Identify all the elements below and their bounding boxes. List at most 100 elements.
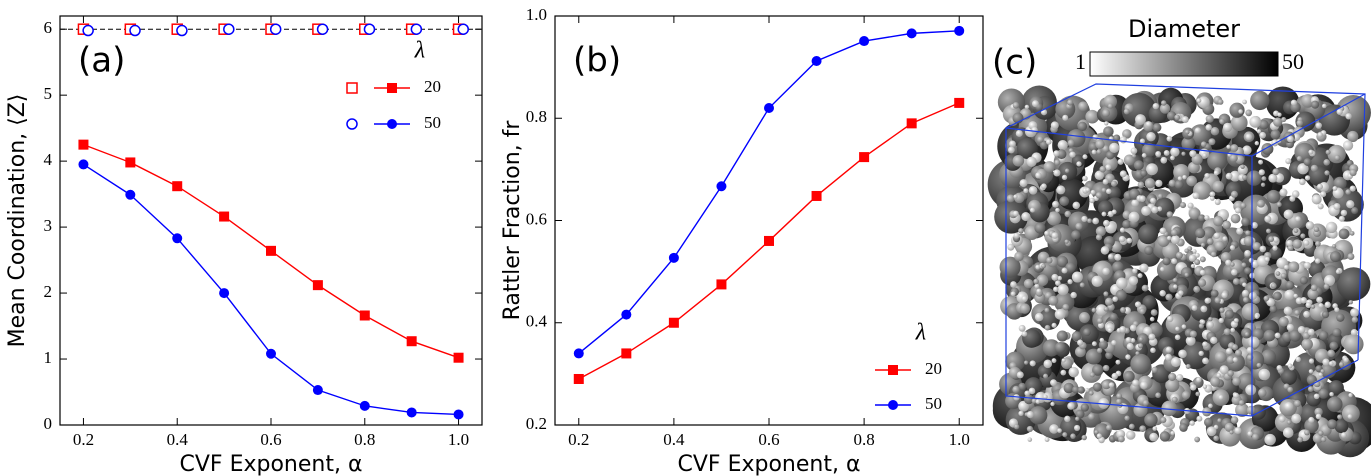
sphere: [1348, 300, 1353, 305]
sphere: [1254, 141, 1259, 146]
sphere: [1214, 351, 1227, 364]
sphere: [1028, 186, 1038, 195]
sphere: [1338, 215, 1345, 222]
sphere: [1026, 410, 1034, 419]
sphere: [1061, 358, 1066, 363]
sphere: [1343, 333, 1364, 355]
sphere: [1192, 249, 1197, 254]
sphere: [1064, 210, 1072, 218]
sphere: [1134, 301, 1142, 308]
sphere: [1303, 239, 1310, 246]
x-tick-label: 0.2: [73, 430, 94, 449]
sphere: [1085, 187, 1090, 193]
sphere: [1171, 258, 1178, 265]
marker: [359, 400, 370, 411]
sphere: [1217, 99, 1224, 105]
sphere: [1142, 295, 1157, 310]
sphere: [1246, 346, 1254, 354]
sphere: [1073, 424, 1081, 431]
sphere: [1035, 264, 1041, 270]
sphere: [1135, 351, 1140, 356]
sphere: [1225, 347, 1233, 355]
sphere: [1024, 104, 1030, 110]
sphere: [1329, 392, 1334, 397]
sphere: [1092, 382, 1102, 392]
x-tick-label: 0.8: [354, 430, 375, 449]
sphere: [1184, 272, 1189, 278]
sphere: [1276, 201, 1282, 208]
sphere: [1163, 149, 1170, 156]
sphere: [1170, 430, 1175, 436]
y-tick-label: 2: [44, 282, 53, 301]
sphere: [1159, 103, 1171, 114]
sphere: [1280, 368, 1297, 386]
sphere: [1144, 178, 1156, 189]
sphere: [1240, 164, 1245, 170]
sphere: [1018, 324, 1026, 332]
sphere: [1178, 290, 1184, 296]
sphere: [1244, 267, 1252, 275]
sphere: [1266, 189, 1281, 204]
sphere: [1205, 114, 1214, 123]
sphere: [1065, 262, 1076, 273]
sphere: [1318, 430, 1324, 436]
sphere: [1343, 357, 1349, 363]
marker: [716, 279, 727, 290]
sphere: [1188, 254, 1196, 262]
marker: [859, 36, 870, 47]
sphere: [1137, 181, 1145, 189]
legend-label: 20: [424, 77, 441, 96]
sphere: [1304, 429, 1310, 436]
sphere: [1123, 370, 1135, 383]
sphere: [1012, 154, 1025, 167]
legend-label: 50: [925, 394, 942, 413]
sphere: [1064, 239, 1069, 244]
sphere: [1129, 324, 1137, 332]
y-axis-label: Mean Coordination, ⟨Z⟩: [5, 94, 30, 348]
sphere: [1293, 228, 1299, 234]
sphere: [1286, 323, 1294, 332]
sphere: [1339, 358, 1352, 371]
sphere: [1054, 341, 1066, 353]
sphere: [1121, 92, 1157, 128]
sphere: [1346, 200, 1355, 209]
sphere: [1064, 168, 1070, 174]
sphere: [1034, 312, 1044, 322]
sphere: [1214, 297, 1221, 304]
sphere: [1150, 197, 1156, 204]
sphere: [1041, 263, 1046, 269]
sphere: [1132, 268, 1138, 274]
marker: [406, 336, 417, 347]
sphere: [1095, 139, 1105, 149]
sphere: [1214, 199, 1221, 206]
sphere: [1210, 196, 1215, 201]
sphere: [1280, 272, 1287, 279]
sphere: [1109, 142, 1120, 153]
sphere: [1126, 430, 1136, 440]
sphere: [1165, 293, 1173, 301]
sphere: [1316, 183, 1323, 190]
legend-title: λ: [414, 38, 425, 64]
sphere: [1297, 436, 1304, 443]
sphere: [1207, 150, 1227, 171]
y-tick-label: 0.2: [526, 414, 547, 433]
sphere: [1317, 203, 1324, 210]
sphere: [1313, 226, 1320, 233]
sphere: [1278, 415, 1286, 423]
sphere: [1126, 237, 1133, 244]
sphere: [1324, 301, 1331, 308]
sphere: [1024, 390, 1031, 397]
sphere: [1314, 407, 1323, 417]
sphere: [1278, 316, 1289, 327]
sphere: [1023, 188, 1029, 194]
sphere: [1224, 422, 1234, 432]
sphere: [1036, 288, 1042, 294]
sphere: [1336, 313, 1345, 322]
sphere: [1180, 267, 1192, 279]
sphere: [1051, 358, 1057, 364]
sphere: [1300, 297, 1308, 304]
sphere: [1125, 337, 1132, 343]
sphere: [1308, 149, 1314, 155]
sphere: [1198, 278, 1207, 287]
sphere: [1117, 158, 1124, 165]
